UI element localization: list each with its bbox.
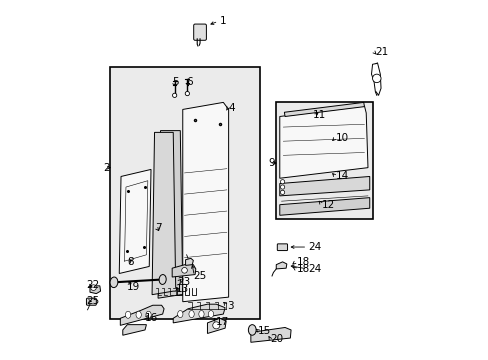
Text: 11: 11 — [313, 110, 326, 120]
Polygon shape — [122, 325, 146, 335]
Circle shape — [280, 185, 284, 189]
Ellipse shape — [208, 311, 213, 318]
Polygon shape — [284, 102, 364, 117]
Ellipse shape — [125, 311, 130, 318]
Ellipse shape — [188, 311, 194, 318]
Polygon shape — [207, 318, 225, 333]
Text: 13: 13 — [175, 284, 188, 294]
Text: 10: 10 — [336, 133, 348, 143]
Text: 18: 18 — [296, 257, 309, 267]
Ellipse shape — [136, 311, 141, 318]
FancyBboxPatch shape — [277, 244, 287, 251]
Polygon shape — [120, 305, 164, 325]
Text: 9: 9 — [267, 158, 274, 168]
Text: 23: 23 — [177, 276, 190, 287]
Text: 8: 8 — [127, 257, 133, 267]
Polygon shape — [173, 304, 224, 323]
Ellipse shape — [159, 275, 166, 284]
FancyBboxPatch shape — [193, 24, 206, 40]
Ellipse shape — [199, 311, 203, 318]
Text: 25: 25 — [193, 271, 206, 281]
Text: 14: 14 — [336, 171, 349, 181]
Circle shape — [182, 267, 187, 273]
Text: 17: 17 — [216, 317, 229, 327]
Text: 22: 22 — [86, 280, 100, 290]
Polygon shape — [185, 258, 193, 265]
Polygon shape — [279, 198, 369, 215]
Polygon shape — [172, 264, 195, 277]
Circle shape — [172, 93, 176, 98]
Polygon shape — [276, 262, 286, 269]
Text: 6: 6 — [186, 77, 193, 87]
Text: 7: 7 — [155, 222, 162, 233]
Polygon shape — [90, 286, 101, 294]
Circle shape — [280, 190, 284, 194]
Circle shape — [212, 322, 219, 329]
Polygon shape — [119, 170, 151, 274]
Text: 15: 15 — [257, 326, 271, 336]
Polygon shape — [152, 132, 177, 294]
Circle shape — [185, 91, 189, 96]
Text: 20: 20 — [269, 334, 283, 345]
Text: 24: 24 — [307, 264, 321, 274]
Bar — [276, 102, 372, 219]
Ellipse shape — [177, 311, 183, 318]
Text: 21: 21 — [374, 47, 387, 57]
Ellipse shape — [110, 277, 118, 288]
Text: 5: 5 — [172, 77, 179, 87]
Text: 3: 3 — [226, 301, 233, 311]
Text: 1: 1 — [219, 16, 226, 26]
Polygon shape — [158, 131, 184, 298]
Ellipse shape — [145, 311, 151, 318]
Ellipse shape — [248, 325, 256, 335]
Text: 4: 4 — [228, 103, 235, 113]
Text: 2: 2 — [103, 163, 110, 173]
Circle shape — [280, 180, 284, 184]
FancyBboxPatch shape — [86, 298, 96, 305]
Circle shape — [90, 285, 96, 291]
Text: 18: 18 — [296, 264, 309, 274]
Circle shape — [372, 74, 380, 83]
Polygon shape — [279, 176, 369, 196]
Bar — [110, 67, 260, 319]
Text: 16: 16 — [145, 313, 158, 323]
Polygon shape — [183, 102, 228, 302]
Polygon shape — [279, 106, 367, 178]
Text: 24: 24 — [307, 242, 321, 252]
Text: 19: 19 — [127, 282, 140, 292]
Text: 12: 12 — [322, 200, 335, 210]
Polygon shape — [250, 328, 290, 342]
Text: 25: 25 — [86, 296, 100, 306]
